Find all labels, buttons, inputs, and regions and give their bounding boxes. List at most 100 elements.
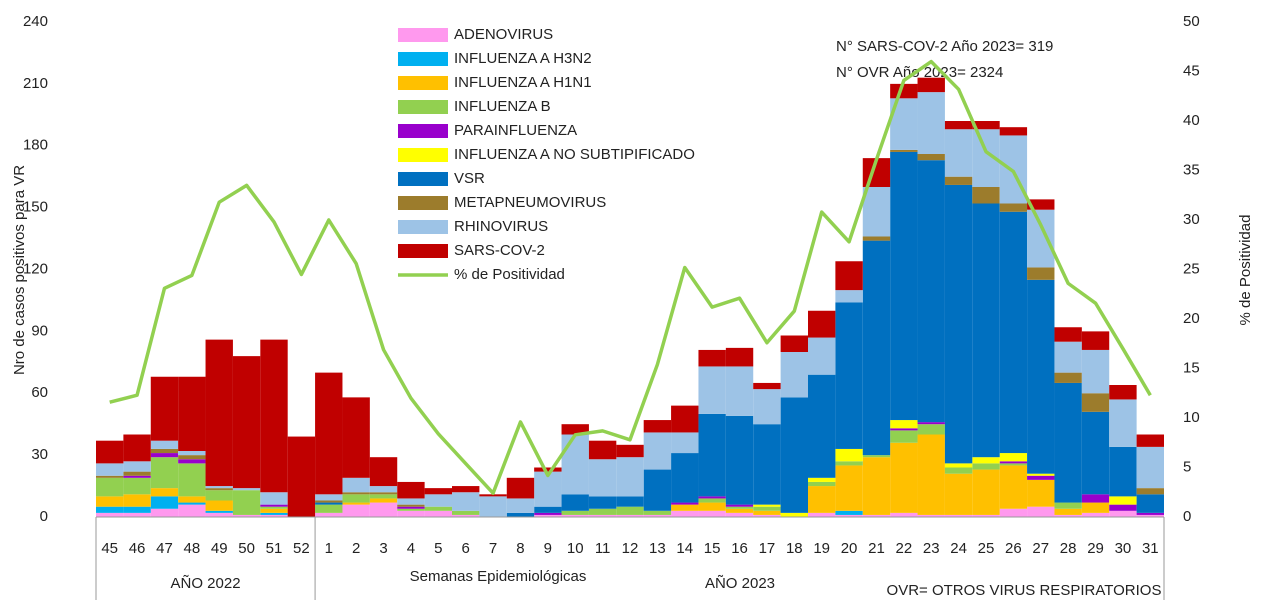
bar-segment — [835, 514, 863, 517]
annotation: N° OVR Año 2023= 2324 — [836, 64, 1003, 81]
y-tick-label: 180 — [23, 137, 48, 154]
legend-swatch — [398, 196, 448, 210]
bar-segment — [260, 504, 288, 507]
bar-segment — [232, 490, 261, 515]
bar-segment — [534, 506, 562, 513]
x-tick-label: 9 — [544, 540, 552, 557]
bar-segment — [999, 461, 1028, 464]
legend-label: % de Positividad — [454, 266, 565, 283]
legend-swatch — [398, 100, 448, 114]
bar-segment — [835, 465, 863, 511]
bar-segment — [944, 176, 973, 185]
bar-segment — [999, 211, 1028, 454]
x-tick-label: 31 — [1142, 540, 1159, 557]
bar-segment — [1109, 446, 1137, 497]
bar-segment — [1027, 267, 1055, 280]
y2-tick-label: 40 — [1183, 112, 1200, 129]
bar-segment — [534, 512, 562, 515]
x-tick-label: 30 — [1115, 540, 1132, 557]
bar-segment — [999, 465, 1028, 509]
bar-segment — [643, 420, 672, 433]
bar-segment — [862, 240, 891, 456]
y2-tick-label: 5 — [1183, 458, 1191, 475]
x-tick-label: 2 — [352, 540, 360, 557]
bar-segment — [1136, 446, 1164, 489]
x-tick-label: 29 — [1087, 540, 1104, 557]
bar-segment — [424, 510, 452, 517]
x-tick-label: 18 — [786, 540, 803, 557]
bar-segment — [260, 514, 288, 517]
bar-segment — [397, 506, 425, 509]
bar-segment — [835, 261, 863, 291]
bar-segment — [123, 471, 151, 476]
bar-segment — [1027, 473, 1055, 476]
x-axis-label: Semanas Epidemiológicas — [410, 568, 587, 585]
bar-segment — [452, 486, 480, 493]
legend-label: SARS-COV-2 — [454, 242, 545, 259]
bar-segment — [1136, 434, 1164, 447]
bar-segment — [808, 337, 836, 375]
bar-segment — [1109, 399, 1137, 447]
bar-segment — [972, 463, 1000, 470]
bar-segment — [972, 121, 1000, 130]
bar-segment — [1027, 506, 1055, 517]
bar-segment — [96, 475, 124, 478]
bar-segment — [1027, 199, 1055, 210]
bar-segment — [835, 461, 863, 466]
bar-segment — [1081, 349, 1110, 394]
bar-segment — [944, 463, 973, 468]
y-axis-label: Nro de casos positivos para VR — [11, 165, 28, 375]
bar-segment — [944, 473, 973, 515]
bar-segment — [725, 415, 754, 505]
bar-segment — [780, 335, 808, 352]
bar-segment — [944, 467, 973, 474]
bar-segment — [1136, 494, 1164, 513]
bar-segment — [1109, 510, 1137, 517]
bar-segment — [917, 422, 945, 425]
bar-segment — [835, 302, 863, 449]
bar-segment — [397, 481, 425, 499]
x-tick-label: 4 — [407, 540, 415, 557]
x-tick-label: 27 — [1032, 540, 1049, 557]
bar-segment — [890, 442, 918, 513]
bar-segment — [725, 512, 754, 517]
bar-segment — [698, 413, 726, 497]
bar-segment — [725, 504, 754, 507]
bar-segment — [315, 494, 343, 501]
bar-segment — [890, 151, 918, 421]
bar-segment — [96, 463, 124, 476]
y-tick-label: 120 — [23, 260, 48, 277]
bar-segment — [671, 432, 699, 454]
bar-segment — [890, 83, 918, 99]
bar-segment — [917, 424, 945, 435]
bar-segment — [972, 514, 1000, 517]
bar-segment — [1109, 385, 1137, 400]
bar-segment — [96, 477, 124, 497]
bar-segment — [452, 510, 480, 515]
bar-segment — [260, 512, 288, 515]
bar-segment — [725, 366, 754, 416]
bar-segment — [643, 469, 672, 511]
bar-segment — [780, 352, 808, 398]
bar-segment — [123, 475, 151, 478]
bar-segment — [616, 457, 644, 497]
bar-segment — [1136, 514, 1164, 517]
legend-label: PARAINFLUENZA — [454, 122, 577, 139]
bar-segment — [616, 506, 644, 515]
y-tick-label: 90 — [31, 322, 48, 339]
bar-segment — [808, 374, 836, 478]
bar-segment — [506, 477, 535, 499]
bar-segment — [698, 510, 726, 517]
bar-segment — [862, 455, 891, 458]
bar-segment — [506, 512, 535, 517]
y-tick-label: 30 — [31, 446, 48, 463]
bar-segment — [1027, 209, 1055, 268]
bar-segment — [671, 502, 699, 505]
bar-segment — [1109, 496, 1137, 505]
bar-segment — [561, 514, 589, 517]
x-tick-label: 11 — [595, 540, 611, 557]
bar-segment — [588, 514, 617, 517]
bar-segment — [205, 486, 233, 489]
y2-tick-label: 30 — [1183, 211, 1200, 228]
